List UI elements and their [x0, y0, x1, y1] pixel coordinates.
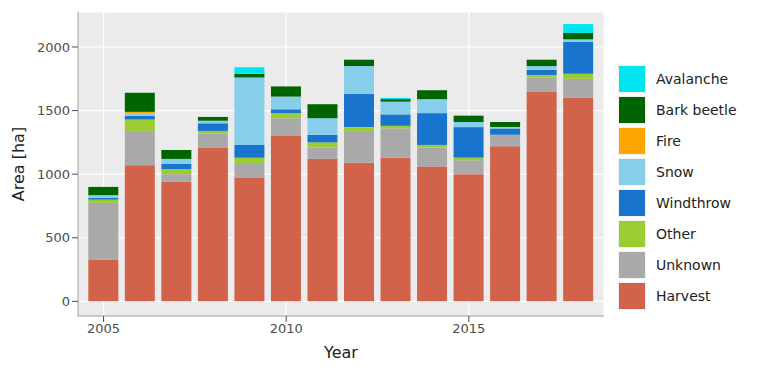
svg-text:1500: 1500: [37, 103, 70, 118]
svg-text:Area [ha]: Area [ha]: [9, 127, 28, 201]
html-text:Bark beetle: Bark beetle: [656, 101, 737, 118]
html-text:Avalanche: Avalanche: [656, 70, 729, 87]
html-text:Harvest: Harvest: [656, 287, 711, 304]
html-text:Fire: Fire: [656, 132, 681, 149]
html-text:Windthrow: Windthrow: [656, 194, 731, 211]
svg-text:Year: Year: [323, 343, 358, 362]
svg-text:2005: 2005: [87, 321, 120, 336]
svg-text:2000: 2000: [37, 40, 70, 55]
svg-text:0: 0: [62, 294, 70, 309]
svg-text:500: 500: [45, 230, 70, 245]
html-text:Snow: Snow: [656, 163, 694, 180]
svg-text:2010: 2010: [270, 321, 303, 336]
html-text:Unknown: Unknown: [656, 256, 721, 273]
svg-text:1000: 1000: [37, 167, 70, 182]
svg-text:2015: 2015: [452, 321, 485, 336]
html-text:Other: Other: [656, 225, 696, 242]
